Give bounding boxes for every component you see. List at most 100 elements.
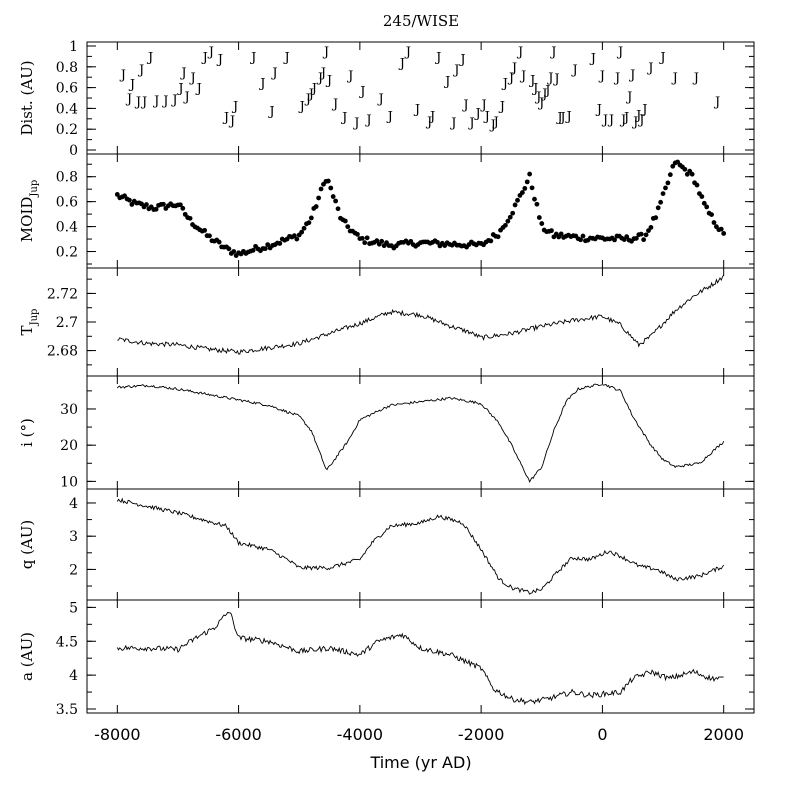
panel-frame	[86, 267, 755, 377]
panel-incl: 10 20 30 i (°)	[18, 375, 755, 490]
data-point-marker: J	[434, 50, 441, 65]
data-point-marker: J	[346, 69, 353, 84]
data-point-marker: J	[510, 61, 517, 76]
data-point-marker: J	[201, 50, 208, 65]
x-tick-label: -2000	[458, 725, 505, 744]
data-point	[325, 178, 331, 184]
data-point-marker: J	[176, 82, 183, 97]
data-point-marker: J	[607, 113, 614, 128]
data-point-marker: J	[631, 115, 638, 130]
y-tick-label: 3	[69, 529, 78, 545]
data-point-marker: J	[546, 71, 553, 86]
data-point	[721, 231, 727, 236]
data-point	[643, 232, 649, 238]
data-point	[658, 199, 664, 205]
panel-frame	[86, 599, 755, 714]
y-tick-label: 10	[60, 474, 78, 490]
y-tick-label: 2	[69, 562, 78, 578]
data-point	[318, 186, 324, 192]
data-point	[670, 163, 676, 169]
y-tick-label: 0.6	[56, 81, 78, 97]
data-point-marker: J	[331, 97, 338, 112]
data-point-marker: J	[376, 92, 383, 107]
data-point-marker: J	[692, 71, 699, 86]
data-point	[180, 205, 186, 211]
data-point-marker: J	[152, 94, 159, 109]
data-point-marker: J	[483, 110, 490, 125]
data-point	[333, 198, 339, 204]
data-point-marker: J	[161, 94, 168, 109]
data-point-marker: J	[531, 82, 538, 97]
data-point-marker: J	[537, 96, 544, 111]
data-point-marker: J	[555, 111, 562, 126]
y-axis-label: q (AU)	[18, 520, 36, 570]
data-point	[694, 182, 700, 188]
data-point	[127, 197, 132, 203]
data-point-marker: J	[601, 113, 608, 128]
data-point	[374, 238, 380, 244]
data-point-marker: J	[358, 85, 365, 100]
data-point-marker: J	[146, 50, 153, 65]
data-point-marker: J	[501, 76, 508, 91]
data-point	[527, 171, 533, 177]
data-point	[277, 241, 283, 246]
data-point	[330, 194, 336, 199]
data-point-marker: J	[671, 71, 678, 86]
data-point-marker: J	[304, 92, 311, 107]
data-point	[558, 231, 564, 237]
data-point-marker: J	[340, 111, 347, 126]
data-point-marker: J	[713, 95, 720, 110]
data-point-marker: J	[452, 63, 459, 78]
y-tick-label: 30	[60, 402, 78, 418]
data-point	[316, 195, 322, 201]
data-point	[549, 228, 554, 234]
data-point-marker: J	[498, 99, 505, 114]
y-tick-label: 0.8	[56, 170, 78, 186]
data-point	[301, 225, 307, 231]
data-point	[512, 202, 518, 208]
data-point-marker: J	[128, 77, 135, 92]
data-point-marker: J	[134, 95, 141, 110]
data-point	[510, 210, 516, 216]
data-point	[308, 215, 314, 221]
data-point	[532, 196, 537, 202]
data-point-marker: J	[428, 110, 435, 125]
data-point	[187, 215, 193, 221]
data-point	[701, 200, 707, 206]
data-point-marker: J	[258, 76, 265, 91]
data-point	[250, 247, 256, 253]
data-point-marker: J	[549, 45, 556, 60]
panel-tjup: 2.68 2.7 2.72 TJup	[18, 267, 755, 377]
data-point-marker: J	[267, 104, 274, 119]
data-point	[306, 220, 312, 226]
data-point-marker: J	[616, 45, 623, 60]
data-point-marker: J	[595, 102, 602, 117]
data-point	[202, 227, 208, 233]
data-point-marker: J	[622, 111, 629, 126]
data-point	[294, 236, 300, 242]
data-point-marker: J	[528, 73, 535, 88]
data-point	[522, 186, 528, 191]
data-point	[699, 194, 705, 199]
data-point-marker: J	[540, 87, 547, 102]
y-axis-label: TJup	[18, 309, 40, 336]
y-tick-label: 5	[69, 600, 78, 616]
data-point-marker: J	[413, 102, 420, 117]
data-point	[704, 204, 710, 210]
y-tick-label: 0.2	[56, 122, 78, 138]
data-point-marker: J	[140, 95, 147, 110]
data-point-marker: J	[425, 115, 432, 130]
data-point	[129, 202, 135, 207]
data-point-marker: J	[325, 73, 332, 88]
data-point-marker: J	[598, 69, 605, 84]
y-tick-label: 1	[69, 39, 78, 55]
panel-frame	[86, 153, 755, 269]
data-point-marker: J	[473, 107, 480, 122]
data-point	[153, 206, 159, 212]
data-point-marker: J	[398, 57, 405, 72]
data-point	[519, 190, 525, 195]
data-point	[226, 246, 232, 252]
data-point-marker: J	[282, 50, 289, 65]
data-point	[114, 192, 120, 197]
